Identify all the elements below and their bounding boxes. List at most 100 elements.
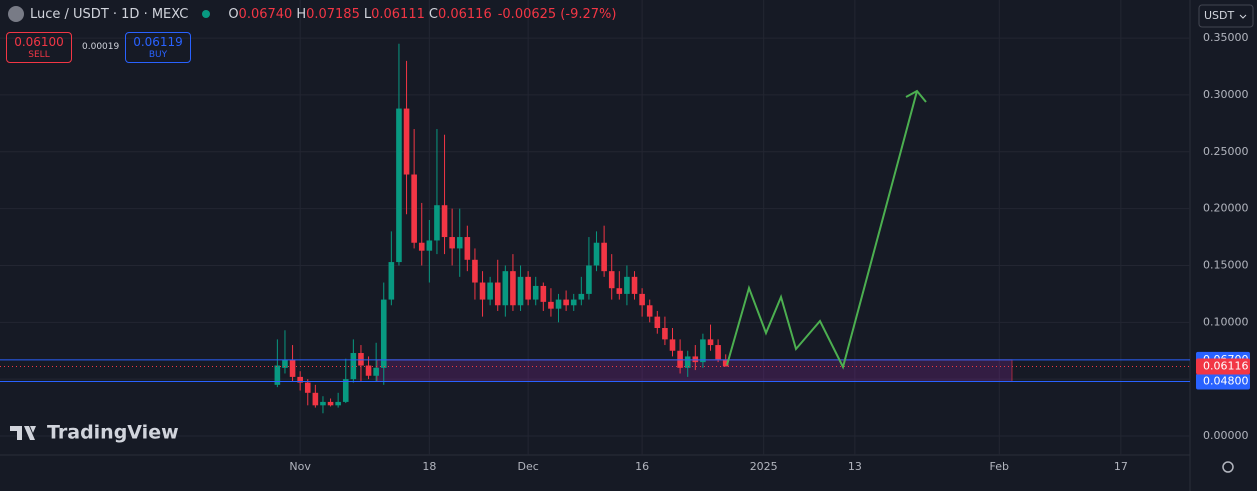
candle-body	[388, 262, 395, 300]
y-tick-label: 0.20000	[1203, 202, 1249, 215]
candle-body	[555, 299, 562, 309]
candle-body	[441, 205, 448, 238]
plot	[0, 0, 1190, 455]
last-price-label: 0.06116	[1203, 359, 1249, 372]
candle-body	[297, 376, 303, 383]
candle-body	[320, 401, 326, 406]
candle-body	[517, 276, 524, 306]
arrow-head	[905, 89, 927, 103]
candle-body	[502, 271, 509, 306]
brand: TradingView	[47, 422, 179, 444]
candle-body	[289, 359, 296, 377]
buy-price[interactable]: 0.06119	[133, 35, 183, 49]
candle-body	[616, 288, 623, 294]
y-tick-label: 0.35000	[1203, 31, 1249, 44]
candle-body	[396, 108, 402, 263]
ohlc-key: O	[228, 6, 239, 22]
symbol[interactable]: Luce / USDT · 1D · MEXC	[30, 6, 189, 22]
candle-body	[586, 265, 592, 294]
candle-body	[677, 350, 683, 368]
candle-body	[487, 282, 493, 300]
candle-body	[639, 293, 645, 306]
last-price-tag	[1196, 358, 1250, 375]
ohlc-key: C	[428, 6, 438, 22]
candle-body	[456, 237, 463, 249]
sell-button[interactable]: 0.06100 SELL	[6, 32, 72, 63]
logo: TradingView	[10, 422, 179, 444]
symbol-icon	[8, 6, 24, 22]
candle-body	[380, 299, 387, 368]
candle-body	[608, 271, 615, 289]
ohlc-key: H	[296, 6, 307, 22]
y-tick-label: 0.10000	[1203, 315, 1249, 328]
candle-body	[548, 301, 554, 309]
candle-body	[684, 356, 691, 368]
candle-body	[722, 359, 729, 367]
candle-body	[479, 282, 486, 300]
candle-body	[434, 205, 440, 241]
ohlc-value: 0.06740	[238, 6, 293, 22]
sell-price[interactable]: 0.06100	[14, 35, 64, 49]
y-tick-label: 0.00000	[1203, 429, 1249, 442]
candle-body	[593, 242, 600, 266]
ohlc-key: L	[363, 6, 372, 22]
header: Luce / USDT · 1D · MEXC O0.06740 H0.07185…	[8, 6, 616, 22]
status-dot	[202, 10, 211, 18]
candle-body	[449, 237, 455, 249]
candle-body	[342, 379, 349, 402]
candle-body	[350, 353, 357, 380]
candle-body	[418, 242, 425, 251]
candle-body	[563, 299, 569, 306]
candle-body	[601, 242, 607, 272]
x-tick-label: 16	[635, 460, 649, 473]
candle-body	[274, 365, 281, 385]
currency-select[interactable]	[1198, 4, 1254, 28]
ohlc-value: 0.06111	[371, 6, 425, 22]
candle-body	[532, 285, 539, 300]
candle-body	[692, 356, 699, 363]
candle-body	[472, 259, 478, 283]
x-tick-label: Nov	[289, 460, 311, 473]
logo-icon	[10, 426, 36, 440]
buy-button[interactable]: 0.06119 BUY	[125, 32, 191, 63]
level-tag	[1196, 373, 1250, 390]
candle-body	[282, 359, 288, 368]
zone	[376, 359, 1013, 382]
price-axis	[1190, 0, 1257, 491]
candle-body	[715, 345, 721, 360]
candle-body	[669, 339, 676, 351]
level-label: 0.04800	[1203, 374, 1249, 387]
currency[interactable]: USDT	[1204, 9, 1235, 22]
candle-body	[365, 365, 372, 376]
candle-body	[540, 285, 547, 302]
candle-body	[700, 339, 706, 363]
dropdown-icon[interactable]	[1239, 14, 1247, 19]
candle-body	[464, 237, 471, 260]
candle-body	[411, 174, 417, 243]
candle-body	[304, 382, 311, 393]
candle-body	[327, 401, 334, 406]
sell-label[interactable]: SELL	[28, 50, 50, 60]
ohlc-value: 0.06116	[437, 6, 492, 22]
change: -0.00625 (-9.27%)	[497, 6, 617, 22]
candle-body	[646, 305, 653, 317]
candle-body	[707, 339, 714, 346]
forecast-path	[726, 90, 918, 370]
candle-body	[426, 240, 433, 251]
candle-body	[631, 276, 638, 294]
candle-body	[654, 316, 661, 329]
candle-body	[578, 293, 585, 300]
candle-body	[570, 299, 577, 306]
ohlc-value: 0.07185	[306, 6, 360, 22]
buy-label[interactable]: BUY	[148, 50, 168, 60]
y-tick-label: 0.30000	[1203, 88, 1249, 101]
candle-body	[624, 276, 630, 294]
settings-icon[interactable]	[1222, 461, 1234, 473]
candle-body	[358, 353, 364, 366]
x-tick-label: Feb	[990, 460, 1009, 473]
y-tick-label: 0.15000	[1203, 258, 1249, 271]
x-tick-label: 17	[1114, 460, 1128, 473]
candle-body	[510, 271, 516, 306]
candle-body	[312, 392, 319, 406]
